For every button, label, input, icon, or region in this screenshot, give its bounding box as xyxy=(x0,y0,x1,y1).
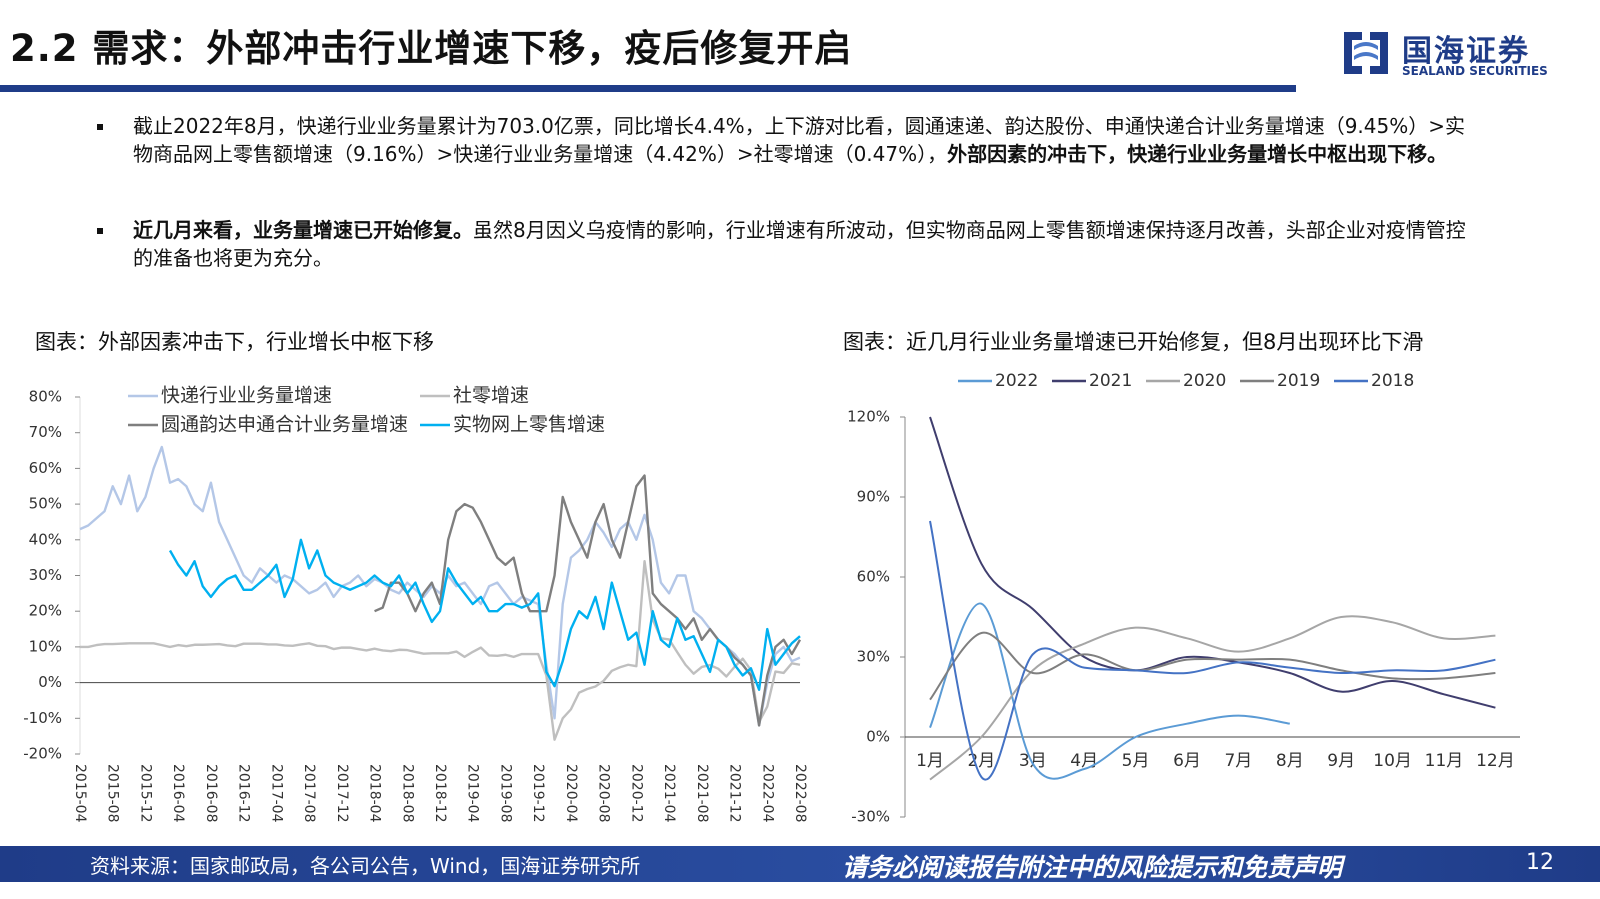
y-tick-label: 30% xyxy=(29,566,62,584)
series-line xyxy=(929,615,1496,781)
series-line xyxy=(79,445,801,727)
series-line xyxy=(929,520,1496,781)
y-tick-label: -30% xyxy=(851,808,890,826)
source-note: 资料来源：国家邮政局，各公司公告，Wind，国海证券研究所 xyxy=(90,854,641,878)
x-tick-label: 2015-04 xyxy=(72,764,88,823)
y-tick-label: 20% xyxy=(29,602,62,620)
legend-label: 快递行业业务量增速 xyxy=(161,385,332,407)
legend-label: 圆通韵达申通合计业务量增速 xyxy=(161,414,408,436)
x-tick-label: 2018-12 xyxy=(432,764,448,823)
series-line xyxy=(929,602,1290,780)
x-tick-label: 2020-08 xyxy=(596,764,612,823)
title-rule xyxy=(0,85,1296,92)
bullet: 截止2022年8月，快递行业业务量累计为703.0亿票，同比增长4.4%，上下游… xyxy=(97,112,1478,168)
x-tick-label: 2019-08 xyxy=(497,764,513,823)
x-tick-label: 2018-04 xyxy=(367,764,383,823)
x-tick-label: 2022-08 xyxy=(792,764,808,823)
x-tick-label: 2020-04 xyxy=(563,764,579,823)
x-tick-label: 6月 xyxy=(1173,751,1201,771)
y-tick-label: -10% xyxy=(23,709,62,727)
x-tick-label: 2015-12 xyxy=(137,764,153,823)
bullet-text: 近几月来看，业务量增速已开始修复。 xyxy=(133,218,473,242)
y-tick-label: 70% xyxy=(29,423,62,441)
x-tick-label: 11月 xyxy=(1425,751,1464,771)
bullet: 近几月来看，业务量增速已开始修复。虽然8月因义乌疫情的影响，行业增速有所波动，但… xyxy=(97,216,1478,272)
logo-text: 国海证券 xyxy=(1402,34,1530,69)
x-tick-label: 2016-04 xyxy=(170,764,186,823)
x-tick-label: 2020-12 xyxy=(628,764,644,823)
legend-label: 2019 xyxy=(1277,371,1320,391)
x-tick-label: 2022-04 xyxy=(759,764,775,823)
x-tick-label: 5月 xyxy=(1122,751,1150,771)
legend-label: 2021 xyxy=(1089,371,1132,391)
disclaimer: 请务必阅读报告附注中的风险提示和免责声明 xyxy=(842,853,1343,882)
slide-title: 2.2 需求：外部冲击行业增速下移，疫后修复开启 xyxy=(10,27,853,70)
x-tick-label: 9月 xyxy=(1327,751,1355,771)
page-number: 12 xyxy=(1526,850,1554,875)
legend-label: 2022 xyxy=(995,371,1038,391)
x-tick-label: 2017-04 xyxy=(268,764,284,823)
legend-label: 2018 xyxy=(1371,371,1414,391)
bullet-text: 外部因素的冲击下，快递行业业务量增长中枢出现下移。 xyxy=(947,142,1448,166)
x-tick-label: 3月 xyxy=(1019,751,1047,771)
charts: 图表：外部因素冲击下，行业增长中枢下移 -20% -10% 0% 10% 20% 30% 40… xyxy=(23,330,1520,826)
y-tick-label: 0% xyxy=(866,728,890,746)
series-line xyxy=(80,560,801,741)
x-tick-label: 2021-12 xyxy=(727,764,743,823)
y-tick-label: 60% xyxy=(29,459,62,477)
x-tick-label: 10月 xyxy=(1373,751,1412,771)
x-tick-label: 2月 xyxy=(967,751,995,771)
y-tick-label: 90% xyxy=(857,488,890,506)
x-tick-label: 8月 xyxy=(1276,751,1304,771)
y-tick-label: 120% xyxy=(847,408,890,426)
y-tick-label: -20% xyxy=(23,745,62,763)
y-tick-label: 30% xyxy=(857,648,890,666)
y-tick-label: 80% xyxy=(29,388,62,406)
x-tick-label: 2017-12 xyxy=(334,764,350,823)
series-line xyxy=(929,416,1496,709)
y-tick-label: 50% xyxy=(29,495,62,513)
x-tick-label: 2016-08 xyxy=(203,764,219,823)
x-tick-label: 2021-08 xyxy=(694,764,710,823)
footer: 资料来源：国家邮政局，各公司公告，Wind，国海证券研究所 请务必阅读报告附注中… xyxy=(0,846,1600,882)
x-tick-label: 2021-04 xyxy=(661,764,677,823)
chart-title: 图表：近几月行业业务量增速已开始修复，但8月出现环比下滑 xyxy=(843,330,1423,354)
x-tick-label: 1月 xyxy=(916,751,944,771)
logo-icon xyxy=(1344,32,1388,74)
y-tick-label: 60% xyxy=(857,568,890,586)
chart-title: 图表：外部因素冲击下，行业增长中枢下移 xyxy=(35,330,434,354)
x-tick-label: 2019-12 xyxy=(530,764,546,823)
x-tick-label: 2016-12 xyxy=(236,764,252,823)
logo-subtext: SEALAND SECURITIES xyxy=(1402,64,1548,78)
series-line xyxy=(168,538,801,691)
series-line xyxy=(929,631,1496,701)
x-tick-label: 7月 xyxy=(1224,751,1252,771)
x-tick-label: 2015-08 xyxy=(105,764,121,823)
x-tick-label: 2017-08 xyxy=(301,764,317,823)
x-tick-label: 2019-04 xyxy=(465,764,481,823)
bullet-text: 虽然8月因义乌疫情的影响，行业增速有所波动，但实物商品网上零售额增速保持逐月改善… xyxy=(133,218,1466,270)
bullet-text: 截止2022年8月，快递行业业务量累计为703.0亿票，同比增长4.4%，上下游… xyxy=(133,114,1465,166)
y-tick-label: 10% xyxy=(29,637,62,655)
legend-label: 社零增速 xyxy=(453,385,529,407)
y-tick-label: 0% xyxy=(38,673,62,691)
x-tick-label: 2018-08 xyxy=(399,764,415,823)
legend-label: 实物网上零售增速 xyxy=(453,414,605,436)
legend-label: 2020 xyxy=(1183,371,1226,391)
y-tick-label: 40% xyxy=(29,530,62,548)
x-tick-label: 12月 xyxy=(1476,751,1515,771)
